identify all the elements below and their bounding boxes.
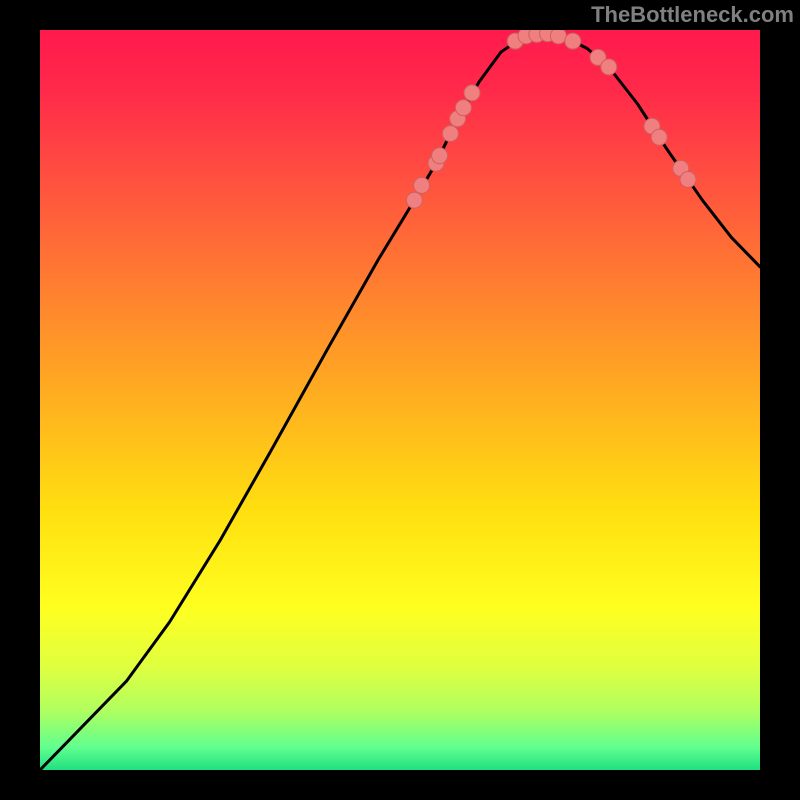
gradient-background — [40, 30, 760, 770]
plot-area — [40, 30, 760, 770]
watermark-text: TheBottleneck.com — [591, 2, 794, 28]
chart-container: TheBottleneck.com — [0, 0, 800, 800]
